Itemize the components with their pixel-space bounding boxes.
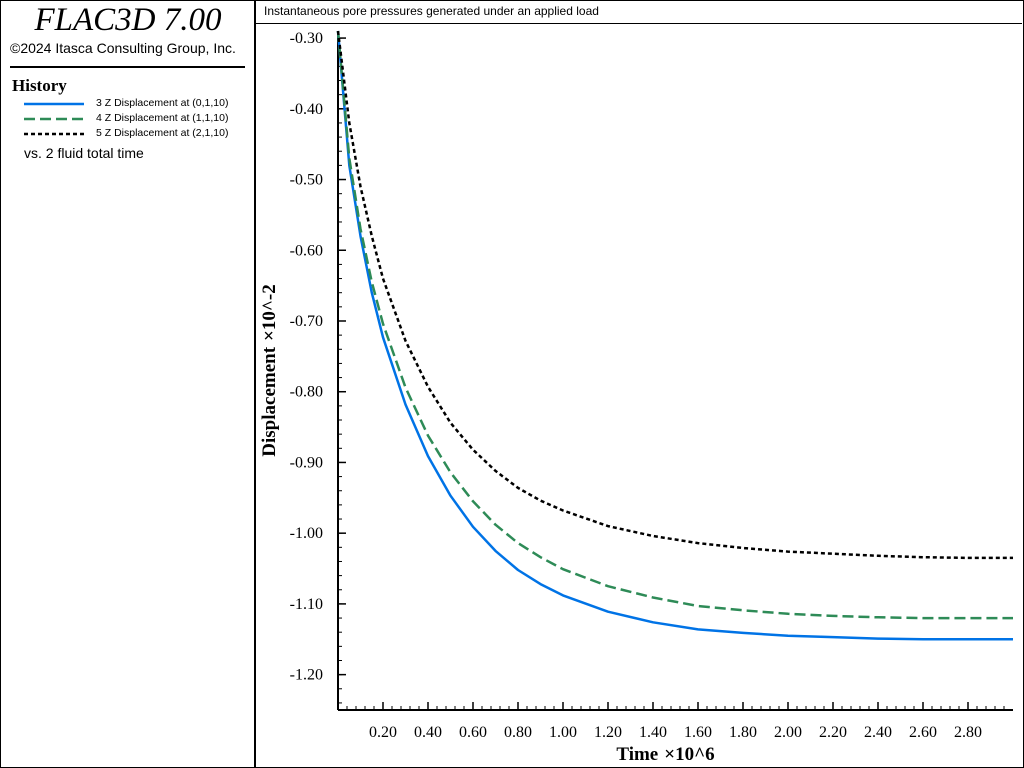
- y-tick-label: -1.00: [290, 525, 323, 542]
- y-tick-label: -0.50: [290, 172, 323, 189]
- x-variable-label: vs. 2 fluid total time: [24, 145, 144, 161]
- series-line-5: [336, 30, 1013, 560]
- x-tick-label: 1.60: [684, 724, 712, 741]
- x-tick-label: 2.20: [819, 724, 847, 741]
- y-tick-label: -0.60: [290, 242, 323, 259]
- x-tick-label: 0.60: [459, 724, 487, 741]
- legend-item-series-4: 4 Z Displacement at (1,1,10): [22, 112, 254, 126]
- y-tick-label: -0.80: [290, 384, 323, 401]
- y-tick-label: -0.90: [290, 454, 323, 471]
- x-tick-label: 1.00: [549, 724, 577, 741]
- series-line-4: [336, 30, 1013, 620]
- x-tick-label: 2.00: [774, 724, 802, 741]
- copyright-text: ©2024 Itasca Consulting Group, Inc.: [10, 40, 236, 56]
- legend-item-series-3: 3 Z Displacement at (0,1,10): [22, 97, 254, 111]
- y-tick-label: -1.20: [290, 667, 323, 684]
- app-title: FLAC3D 7.00: [34, 2, 222, 38]
- legend-label: 3 Z Displacement at (0,1,10): [96, 97, 229, 109]
- x-tick-label: 1.20: [594, 724, 622, 741]
- x-tick-label: 0.80: [504, 724, 532, 741]
- chart-title-bar: Instantaneous pore pressures generated u…: [256, 0, 1022, 24]
- legend-label: 4 Z Displacement at (1,1,10): [96, 112, 229, 124]
- x-tick-label: 0.40: [414, 724, 442, 741]
- x-tick-label: 2.80: [954, 724, 982, 741]
- series-group: [336, 30, 1013, 641]
- legend-item-series-5: 5 Z Displacement at (2,1,10): [22, 127, 254, 141]
- chart-plot: -0.30 -0.40 -0.50 -0.60 -0.70 -0.80 -0.90 -1.00…: [259, 30, 1013, 765]
- axes-group: -0.30 -0.40 -0.50 -0.60 -0.70 -0.80 -0.90 -1.00…: [290, 30, 1013, 741]
- x-tick-label: 2.40: [864, 724, 892, 741]
- chart-title: Instantaneous pore pressures generated u…: [264, 4, 599, 18]
- y-tick-label: -0.70: [290, 313, 323, 330]
- x-tick-label: 1.80: [729, 724, 757, 741]
- legend-swatch-dotted-icon: [24, 132, 84, 136]
- y-tick-label: -0.40: [290, 101, 323, 118]
- series-line-3: [336, 30, 1013, 641]
- x-tick-label: 0.20: [369, 724, 397, 741]
- y-tick-label: -1.10: [290, 596, 323, 613]
- legend-label: 5 Z Displacement at (2,1,10): [96, 127, 229, 139]
- history-heading: History: [12, 76, 67, 95]
- panel-divider: [10, 66, 245, 68]
- x-tick-label: 1.40: [639, 724, 667, 741]
- history-panel: FLAC3D 7.00 ©2024 Itasca Consulting Grou…: [0, 0, 256, 768]
- y-tick-label: -0.30: [290, 30, 323, 47]
- legend-swatch-dashed-icon: [24, 117, 84, 121]
- y-axis-label: Displacement×10^-2: [259, 284, 280, 456]
- x-axis-label: Time ×10^6: [616, 744, 714, 765]
- x-tick-label: 2.60: [909, 724, 937, 741]
- legend-swatch-solid-icon: [24, 102, 84, 106]
